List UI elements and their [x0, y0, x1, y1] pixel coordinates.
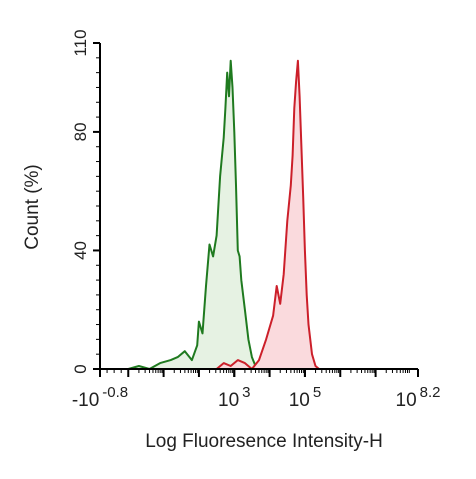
ticks-layer: 0 40 80 110 -10 -0.8 10 3 10 5 10 8.2: [71, 29, 441, 411]
y-tick-label: 110: [71, 29, 90, 56]
x-tick-label: 10 3: [218, 384, 250, 411]
series-layer: [128, 59, 320, 370]
x-tick-label: 10 5: [289, 384, 321, 411]
y-axis-label: Count (%): [22, 164, 43, 250]
x-tick-label: 10 8.2: [396, 384, 441, 411]
series-fill-green: [128, 60, 263, 370]
series-line-green: [128, 59, 263, 370]
x-axis-label: Log Fluoresence Intensity-H: [145, 431, 383, 452]
series-line-red: [209, 59, 320, 370]
y-tick-label: 40: [71, 241, 90, 260]
series-fill-red: [209, 60, 320, 370]
y-tick-label: 80: [71, 122, 90, 141]
y-tick-label: 0: [71, 364, 90, 373]
x-tick-label: -10 -0.8: [72, 384, 128, 411]
axes-layer: [99, 43, 418, 370]
